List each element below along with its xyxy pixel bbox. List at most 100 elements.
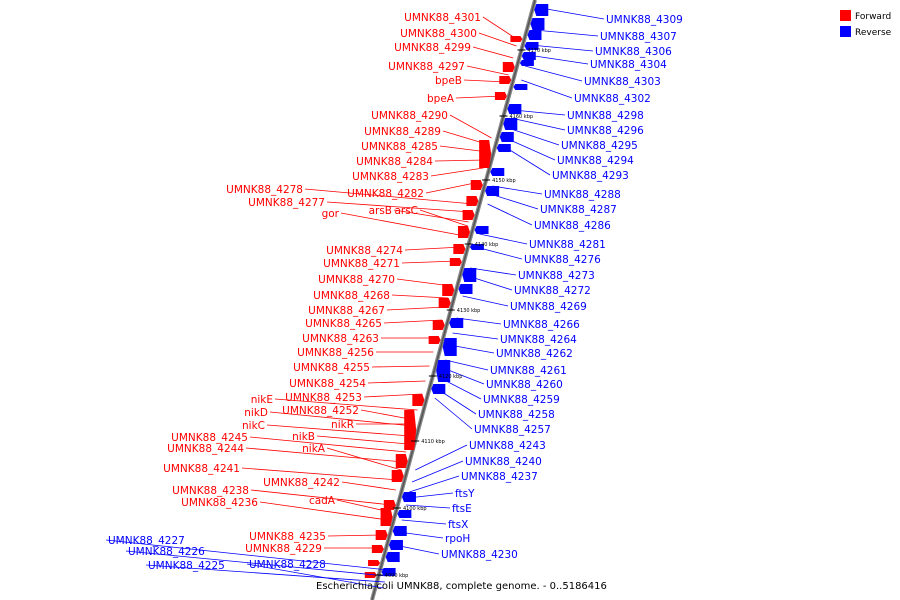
reverse-gene: [458, 284, 473, 294]
legend: Forward Reverse: [840, 10, 892, 38]
forward-label: cadA: [309, 495, 336, 507]
reverse-label: UMNK88_4228: [249, 559, 326, 571]
legend-reverse-label: Reverse: [855, 28, 892, 38]
forward-label: bpeA: [427, 93, 455, 105]
forward-connector: [363, 393, 422, 398]
forward-gene: [479, 140, 492, 168]
feature-glyphs: [364, 4, 549, 578]
forward-label: UMNK88_4265: [305, 318, 382, 330]
reverse-label: UMNK88_4276: [524, 254, 601, 266]
forward-label: UMNK88_4290: [371, 110, 448, 122]
reverse-label: UMNK88_4302: [574, 93, 651, 105]
reverse-gene: [524, 42, 539, 50]
forward-label: UMNK88_4263: [302, 333, 379, 345]
forward-label: UMNK88_4235: [249, 531, 326, 543]
forward-connector: [482, 16, 519, 41]
reverse-gene: [503, 118, 518, 130]
forward-connector: [455, 95, 503, 99]
forward-label: UMNK88_4255: [293, 362, 370, 374]
reverse-connector: [503, 145, 551, 176]
reverse-gene: [485, 186, 500, 196]
reverse-gene: [519, 60, 534, 66]
reverse-gene: [507, 104, 522, 114]
forward-connector: [430, 167, 484, 177]
reverse-connector: [490, 193, 539, 210]
reverse-connector: [401, 519, 447, 525]
reverse-label: UMNK88_4286: [534, 220, 611, 232]
reverse-gene: [449, 318, 464, 328]
reverse-label: UMNK88_4298: [567, 110, 644, 122]
reverse-label: UMNK88_4288: [544, 189, 621, 201]
forward-label: UMNK88_4256: [297, 347, 374, 359]
forward-connector: [371, 365, 430, 368]
reverse-connector: [434, 397, 473, 430]
forward-label: UMNK88_4271: [323, 258, 400, 270]
reverse-label: UMNK88_4240: [465, 456, 542, 468]
reverse-connector: [479, 233, 528, 245]
reverse-label: UMNK88_4273: [518, 270, 595, 282]
forward-gene: [462, 210, 475, 220]
forward-gene: [395, 454, 408, 468]
reverse-label: UMNK88_4261: [490, 365, 567, 377]
reverse-connector: [442, 367, 485, 385]
forward-connector: [327, 534, 384, 537]
forward-label: UMNK88_4229: [245, 543, 322, 555]
reverse-connector: [456, 317, 502, 325]
reverse-label: UMNK88_4309: [606, 14, 683, 26]
forward-connector: [304, 188, 474, 205]
forward-label: nikC: [242, 420, 265, 432]
forward-label: UMNK88_4238: [172, 485, 249, 497]
forward-gene: [499, 76, 512, 84]
forward-connector: [341, 481, 396, 491]
forward-label: UMNK88_4278: [226, 184, 303, 196]
legend-forward-label: Forward: [855, 12, 891, 22]
forward-connector: [425, 181, 480, 194]
reverse-label: UMNK88_4266: [503, 319, 580, 331]
reverse-gene: [401, 492, 416, 502]
reverse-gene: [474, 226, 489, 234]
forward-connector: [466, 65, 509, 76]
forward-connector: [386, 306, 446, 311]
reverse-connector: [437, 388, 477, 415]
reverse-label: UMNK88_4237: [461, 471, 538, 483]
reverse-label: UMNK88_4257: [474, 424, 551, 436]
reverse-connector: [145, 564, 385, 583]
forward-label: UMNK88_4244: [167, 443, 244, 455]
reverse-gene: [496, 144, 511, 152]
genome-backbone: [370, 0, 537, 600]
label-connectors: [105, 7, 605, 589]
tick-label: 4150 kbp: [492, 178, 516, 184]
forward-label: bpeB: [435, 75, 462, 87]
reverse-connector: [534, 29, 599, 37]
forward-label: UMNK88_4252: [282, 405, 359, 417]
reverse-connector: [246, 563, 384, 589]
reverse-connector: [470, 267, 517, 276]
reverse-connector: [394, 544, 440, 555]
reverse-label: UMNK88_4227: [108, 535, 185, 547]
forward-connector: [249, 436, 407, 453]
reverse-connector: [415, 444, 468, 471]
forward-connector: [316, 435, 409, 445]
forward-label: UMNK88_4268: [313, 290, 390, 302]
forward-label: arsB: [369, 205, 392, 217]
tick-label: 4130 kbp: [457, 308, 481, 314]
reverse-connector: [405, 504, 451, 509]
forward-label: UMNK88_4300: [400, 28, 477, 40]
forward-connector: [391, 294, 449, 299]
tick-label: 4090 kbp: [385, 573, 409, 579]
forward-connector: [383, 319, 443, 324]
forward-label: UMNK88_4299: [394, 42, 471, 54]
reverse-connector: [452, 332, 499, 340]
reverse-gene: [513, 84, 528, 90]
reverse-connector: [527, 54, 589, 65]
forward-label: UMNK88_4289: [364, 126, 441, 138]
forward-connector: [463, 79, 507, 83]
forward-label: nikR: [331, 419, 354, 431]
reverse-label: ftsY: [455, 488, 475, 500]
reverse-gene: [530, 18, 545, 30]
reverse-connector: [398, 531, 444, 539]
tick-label: 4160 kbp: [509, 114, 533, 120]
forward-label: UMNK88_4282: [347, 188, 424, 200]
reverse-gene: [534, 4, 549, 16]
forward-label: UMNK88_4236: [181, 497, 258, 509]
